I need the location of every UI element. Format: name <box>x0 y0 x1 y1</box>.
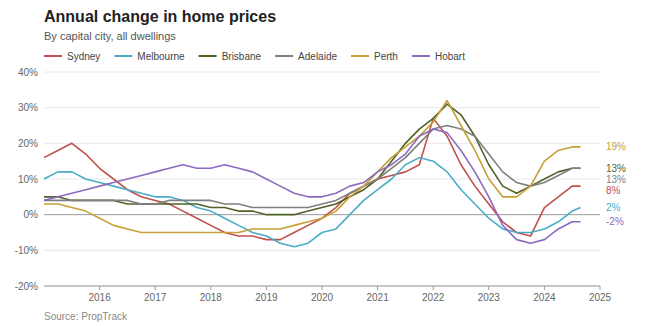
legend-item: Hobart <box>412 51 465 62</box>
grid-line <box>44 72 600 73</box>
x-tick-label: 2022 <box>422 292 445 303</box>
legend-label: Perth <box>374 51 398 62</box>
legend-item: Perth <box>351 51 398 62</box>
grid-line <box>44 107 600 108</box>
x-tick <box>488 286 489 290</box>
legend-swatch <box>44 55 62 57</box>
source: Source: PropTrack <box>44 311 128 322</box>
end-label: 2% <box>606 202 621 213</box>
x-tick-label: 2020 <box>311 292 334 303</box>
legend-item: Brisbane <box>199 51 262 62</box>
x-tick <box>322 286 323 290</box>
y-tick-label: 30% <box>18 102 38 113</box>
legend-swatch <box>275 55 293 57</box>
y-tick-label: 40% <box>18 67 38 78</box>
series-line <box>44 126 581 208</box>
end-label: 13% <box>606 163 626 174</box>
grid-line <box>44 143 600 144</box>
x-tick <box>99 286 100 290</box>
legend-label: Brisbane <box>222 51 262 62</box>
legend-item: Sydney <box>44 51 100 62</box>
series-line <box>44 129 581 243</box>
x-tick-label: 2017 <box>144 292 167 303</box>
y-tick-label: -10% <box>15 245 38 256</box>
end-label: 13% <box>606 174 626 185</box>
y-tick-label: 0% <box>24 209 39 220</box>
legend-swatch <box>199 55 217 57</box>
x-tick <box>600 286 601 290</box>
grid-line <box>44 214 600 215</box>
y-tick-label: 20% <box>18 138 38 149</box>
x-tick-label: 2016 <box>88 292 111 303</box>
plot-area <box>44 101 581 247</box>
axes: -20% -10% 0% 10% 20% 30% 40% 2016 2017 2018 2019 20… <box>15 67 612 304</box>
series-line <box>44 158 581 247</box>
x-tick-label: 2024 <box>533 292 556 303</box>
x-tick-label: 2025 <box>589 292 612 303</box>
end-label: -2% <box>606 216 624 227</box>
legend-label: Adelaide <box>298 51 337 62</box>
x-tick <box>266 286 267 290</box>
legend-label: Melbourne <box>137 51 185 62</box>
x-tick-label: 2023 <box>478 292 501 303</box>
y-tick-label: -20% <box>15 281 38 292</box>
x-tick <box>433 286 434 290</box>
x-tick <box>377 286 378 290</box>
end-label: 8% <box>606 185 621 196</box>
chart: Annual change in home prices By capital c… <box>0 0 649 326</box>
y-tick-label: 10% <box>18 174 38 185</box>
x-tick <box>544 286 545 290</box>
end-labels: 19%13%13%8%2%-2% <box>606 141 626 227</box>
subtitle: By capital city, all dwellings <box>44 30 176 42</box>
end-label: 19% <box>606 141 626 152</box>
x-tick-label: 2018 <box>200 292 223 303</box>
x-tick <box>210 286 211 290</box>
legend-item: Adelaide <box>275 51 337 62</box>
legend-label: Hobart <box>435 51 465 62</box>
x-tick-label: 2019 <box>255 292 278 303</box>
x-tick-label: 2021 <box>366 292 389 303</box>
legend-swatch <box>114 55 132 57</box>
legend-swatch <box>412 55 430 57</box>
legend-item: Melbourne <box>114 51 185 62</box>
x-tick <box>155 286 156 290</box>
legend-label: Sydney <box>67 51 100 62</box>
legend: Sydney Melbourne Brisbane Adelaide Perth Hoba… <box>44 51 465 62</box>
title: Annual change in home prices <box>44 8 276 25</box>
legend-swatch <box>351 55 369 57</box>
series-line <box>44 101 581 233</box>
grid-line <box>44 250 600 251</box>
series-line <box>44 104 581 215</box>
